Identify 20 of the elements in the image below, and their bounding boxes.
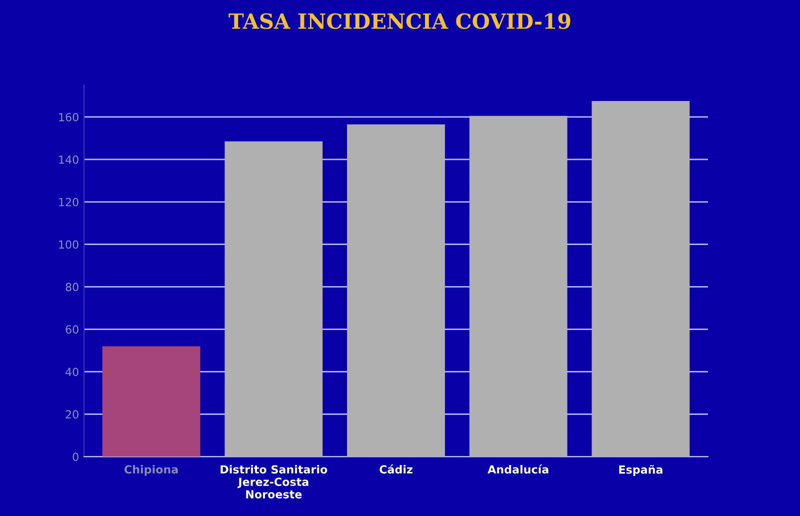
bar	[224, 141, 323, 457]
y-tick-label: 100	[59, 240, 78, 249]
y-tick-label: 20	[66, 410, 78, 419]
y-tick-label: 0	[72, 452, 78, 462]
y-tick-label: 120	[59, 198, 78, 206]
y-tick-label: 140	[59, 155, 78, 164]
x-tick-label: Chipiona	[124, 464, 178, 476]
bar	[469, 116, 568, 457]
x-tick-label: Cádiz	[380, 464, 412, 474]
x-tick-label: Andalucía	[488, 464, 548, 474]
x-tick-label: Distrito Sanitario Jerez-Costa Noroeste	[220, 464, 328, 498]
bar	[102, 346, 200, 457]
y-tick-label: 60	[66, 325, 78, 334]
chart-title: TASA INCIDENCIA COVID-19	[228, 13, 570, 30]
y-tick-label: 160	[59, 112, 78, 122]
y-tick-label: 40	[66, 368, 78, 376]
x-tick-label: España	[619, 464, 662, 476]
bar	[592, 101, 690, 457]
y-tick-label: 80	[66, 282, 78, 292]
bar	[347, 124, 445, 457]
